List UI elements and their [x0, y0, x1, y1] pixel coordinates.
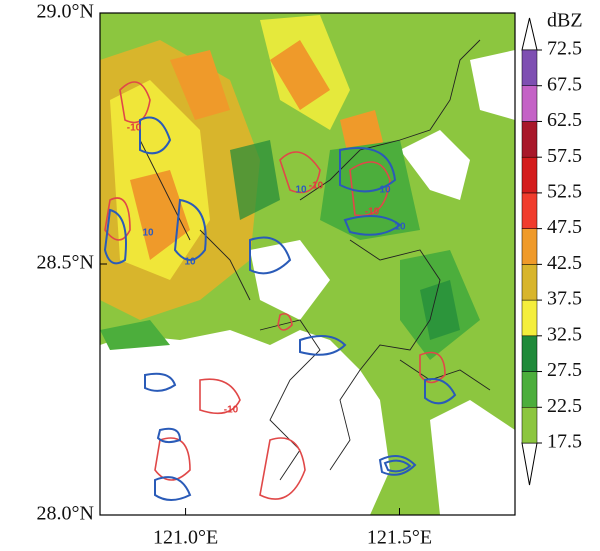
colorbar-label: 42.5 — [547, 252, 582, 274]
colorbar-segment — [521, 299, 538, 337]
colorbar-title: dBZ — [547, 10, 583, 32]
no-echo — [250, 50, 515, 515]
y-tick-label: 29.0°N — [37, 1, 94, 23]
colorbar-label: 22.5 — [547, 395, 582, 417]
contour-label: -10 — [127, 123, 142, 134]
colorbar-label: 17.5 — [547, 431, 582, 453]
coastline — [139, 39, 491, 481]
colorbar-label: 27.5 — [547, 359, 582, 381]
colorbar-extend-high — [521, 17, 538, 51]
contour-label: 10 — [379, 185, 391, 196]
contour-label: 10 — [394, 222, 406, 233]
colorbar-label: 37.5 — [547, 288, 582, 310]
contour-label: -10 — [365, 207, 380, 218]
colorbar-label: 72.5 — [547, 38, 582, 60]
colorbar-segment — [521, 156, 538, 194]
y-tick-label: 28.5°N — [37, 252, 94, 274]
colorbar-label: 57.5 — [547, 145, 582, 167]
colorbar-label: 67.5 — [547, 73, 582, 95]
contour-label: 10 — [184, 257, 196, 268]
colorbar-segment — [521, 121, 538, 158]
echo — [100, 140, 480, 360]
colorbar-segment — [521, 192, 538, 229]
x-tick-label: 121.5°E — [367, 527, 432, 549]
y-tick-label: 28.0°N — [37, 503, 94, 525]
contour-label: 10 — [295, 185, 307, 196]
colorbar-segment — [521, 85, 538, 122]
echo — [230, 140, 460, 340]
colorbar-segment — [521, 228, 538, 265]
contour-negative — [104, 81, 446, 500]
reflectivity-field: -10 10 -10 10 10 10 10 -10 -10 — [100, 13, 515, 515]
colorbar-segment — [521, 371, 538, 408]
colorbar-segment — [521, 264, 538, 301]
colorbar-extend-low — [521, 442, 538, 486]
contour-positive — [103, 116, 457, 501]
contour-label: 10 — [142, 228, 154, 239]
colorbar-segment — [521, 335, 538, 372]
colorbar-label: 52.5 — [547, 181, 582, 203]
colorbar-label: 32.5 — [547, 323, 582, 345]
colorbar-label: 62.5 — [547, 109, 582, 131]
contour-label: -10 — [309, 181, 324, 192]
colorbar-segment — [521, 407, 538, 444]
x-tick-label: 121.0°E — [153, 527, 218, 549]
colorbar-label: 47.5 — [547, 216, 582, 238]
colorbar-segment — [521, 49, 538, 86]
echo-core — [130, 40, 385, 260]
no-echo — [100, 330, 390, 515]
contour-label: -10 — [224, 405, 239, 416]
